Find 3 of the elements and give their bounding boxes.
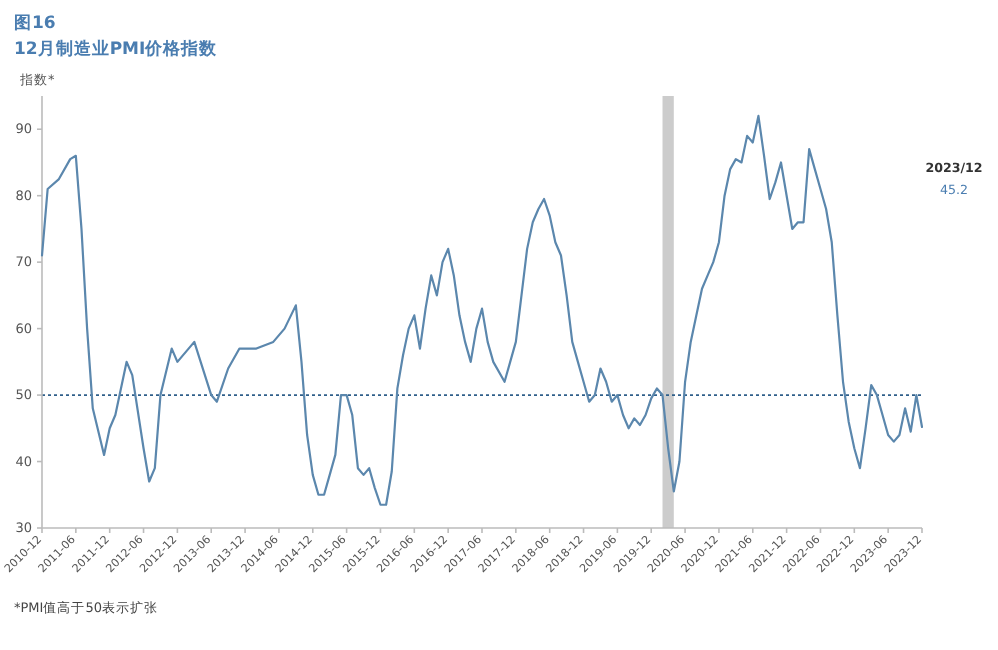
chart-subtitle: 12月制造业PMI价格指数 (14, 38, 220, 60)
chart-title: 图16 (14, 12, 56, 34)
line-series (40, 114, 924, 506)
